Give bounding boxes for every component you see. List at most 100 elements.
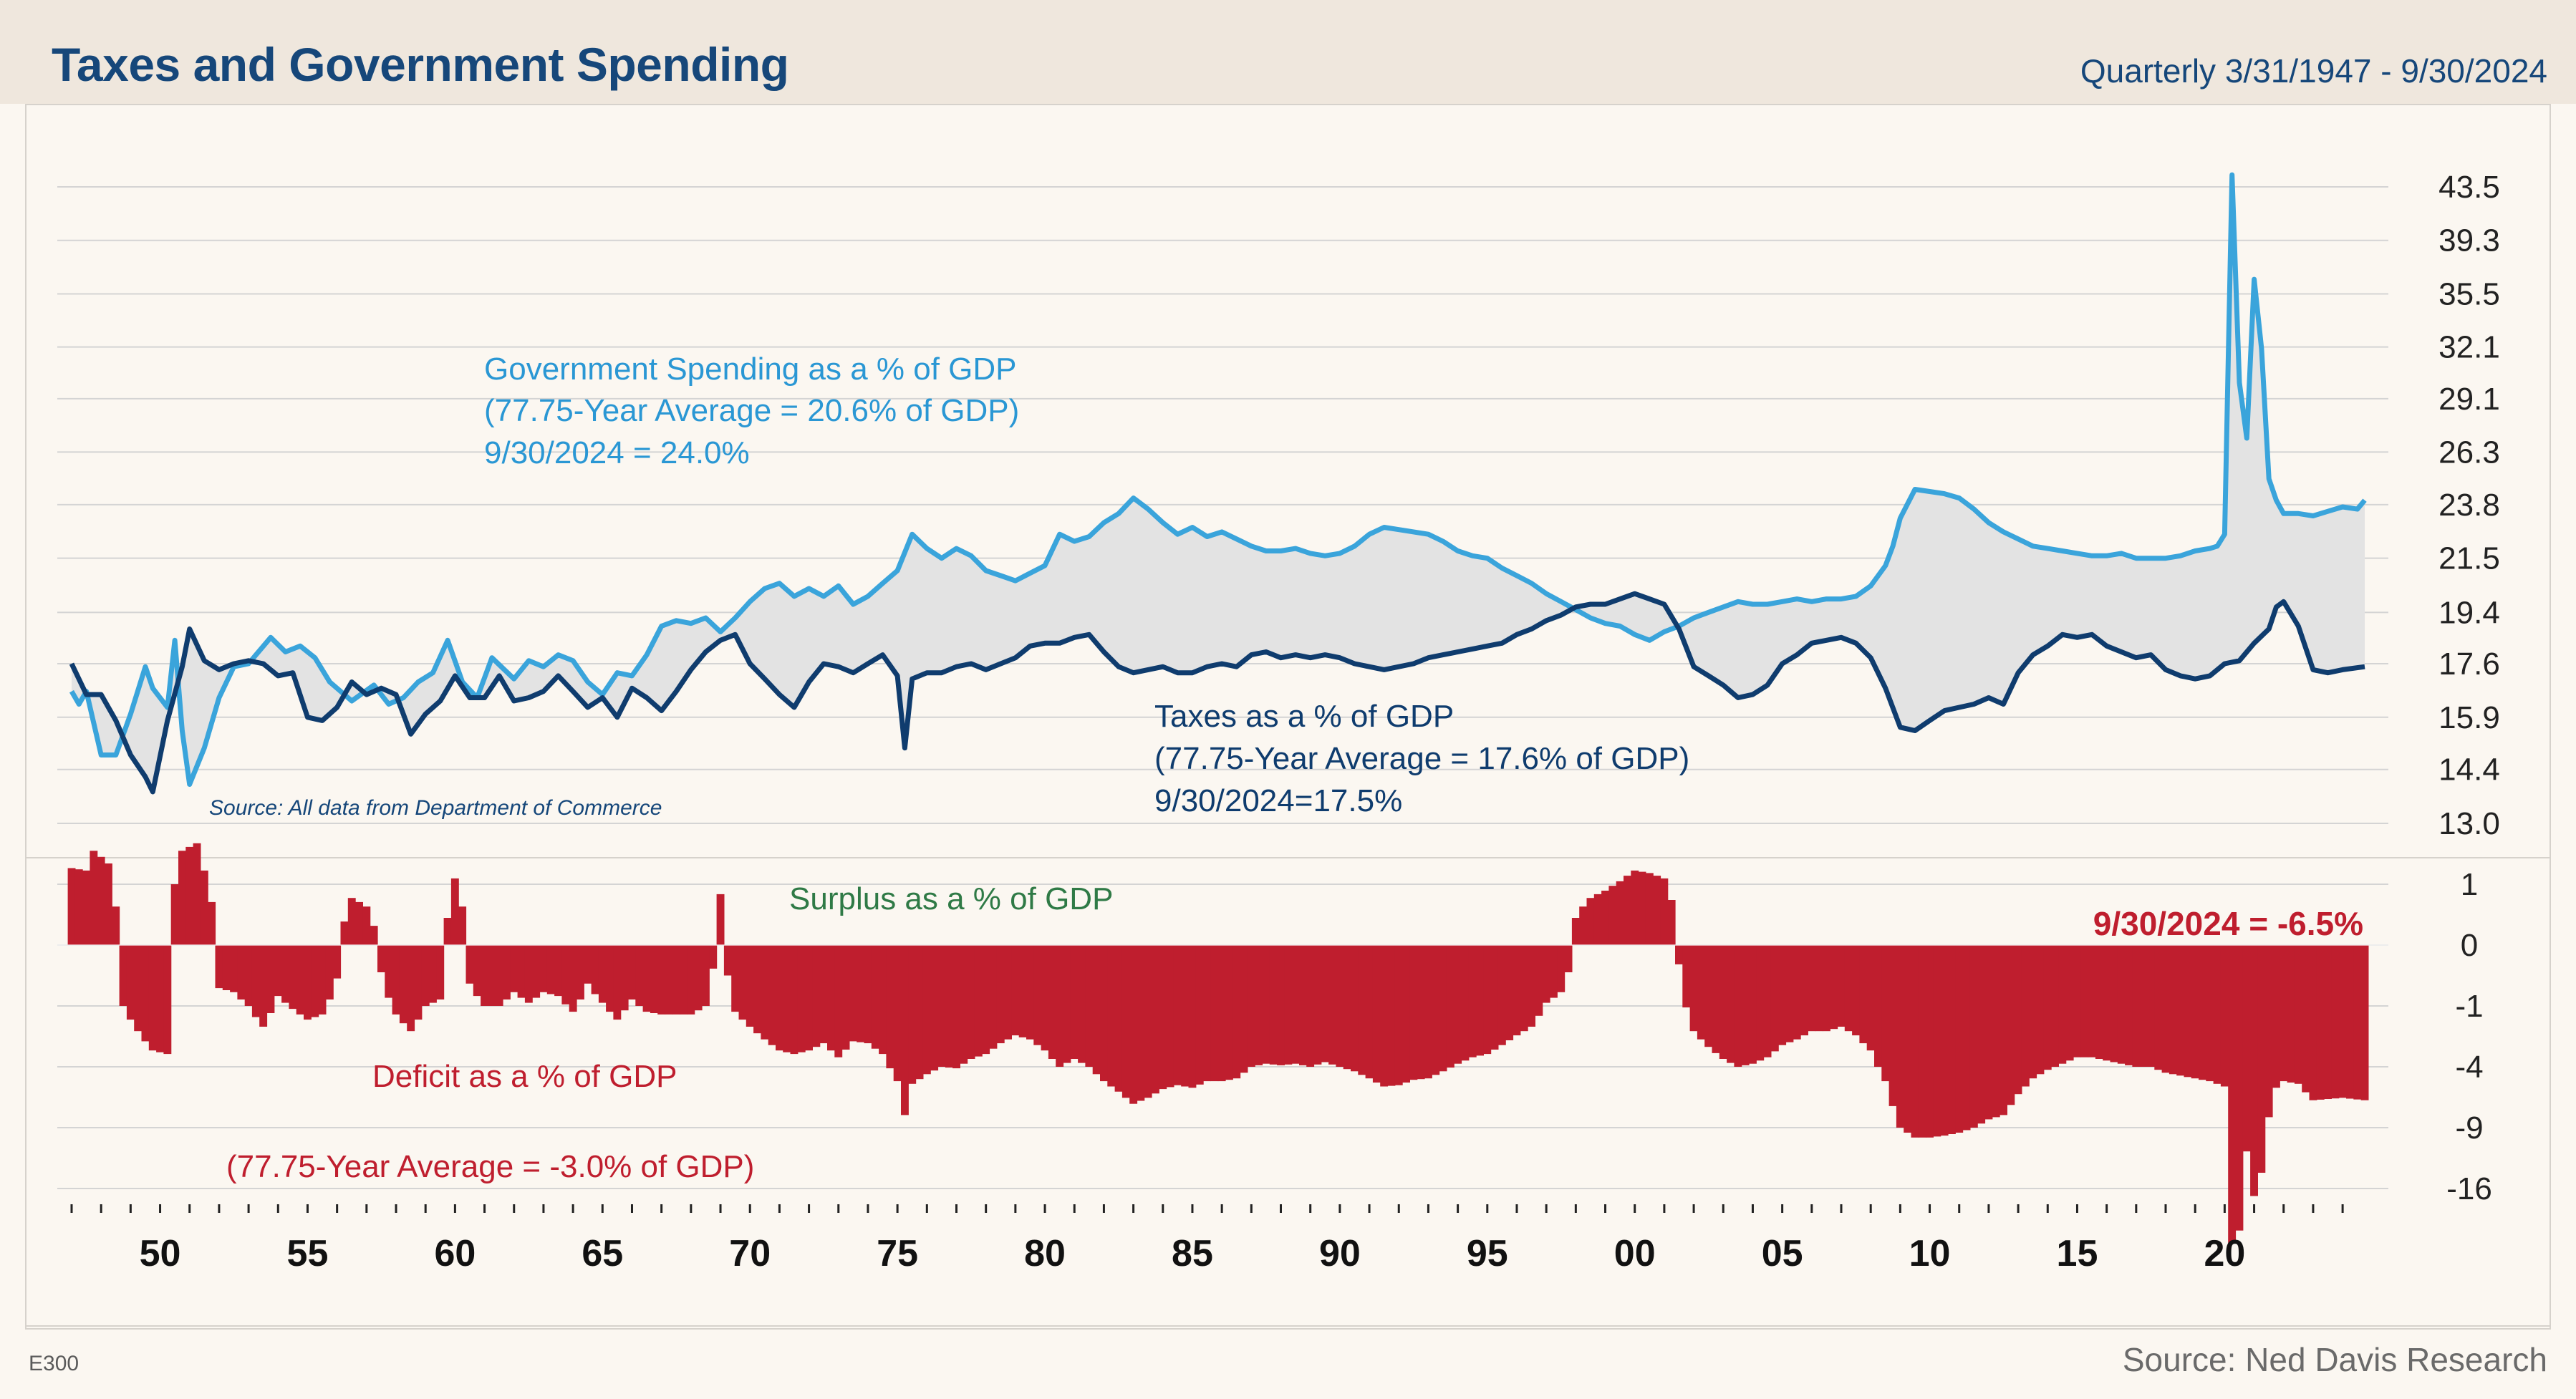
surplus-bar	[67, 868, 76, 945]
surplus-bar	[443, 918, 452, 945]
y-tick-label: -9	[2455, 1110, 2483, 1146]
deficit-bar	[606, 945, 614, 1012]
series-lines	[69, 172, 2367, 795]
deficit-bar	[251, 945, 260, 1017]
deficit-bar	[1955, 945, 1964, 1133]
surplus-bar	[193, 843, 201, 945]
taxes-annotation-1: Taxes as a % of GDP	[1154, 699, 1454, 734]
deficit-bar	[628, 945, 636, 999]
deficit-bars	[57, 843, 2388, 1244]
chart-code: E300	[29, 1352, 79, 1375]
deficit-bar	[834, 945, 843, 1057]
deficit-bar	[819, 945, 828, 1044]
surplus-bar	[185, 846, 194, 945]
deficit-bar	[2199, 945, 2206, 1080]
y-tick-label: -1	[2455, 989, 2483, 1024]
deficit-bar	[908, 945, 917, 1084]
deficit-bar	[2302, 945, 2310, 1093]
deficit-bar	[805, 945, 813, 1051]
deficit-bar	[237, 945, 246, 999]
deficit-bar	[1785, 945, 1794, 1042]
deficit-bar	[2051, 945, 2059, 1067]
deficit-bar	[2360, 945, 2369, 1100]
deficit-bar	[1704, 945, 1713, 1047]
deficit-bar	[1815, 945, 1823, 1032]
deficit-bar	[1719, 945, 1727, 1059]
deficit-bar	[539, 945, 548, 992]
deficit-bar	[2073, 945, 2081, 1057]
deficit-bar	[2346, 945, 2354, 1099]
deficit-bar	[952, 945, 960, 1069]
surplus-bar	[1616, 881, 1624, 945]
deficit-bar	[1520, 945, 1528, 1032]
deficit-bar	[1188, 945, 1197, 1088]
deficit-bar	[1984, 945, 1993, 1120]
surplus-bar	[355, 901, 363, 945]
x-tick-label: 95	[1467, 1233, 1508, 1274]
deficit-bar	[2250, 945, 2258, 1196]
deficit-bar	[731, 945, 740, 1012]
deficit-bar	[1121, 945, 1130, 1098]
deficit-bar	[1513, 945, 1521, 1036]
deficit-bar	[1476, 945, 1484, 1056]
deficit-bar	[1026, 945, 1034, 1040]
deficit-bar	[1181, 945, 1190, 1087]
surplus-bar	[1660, 878, 1669, 945]
deficit-bar	[141, 945, 150, 1042]
deficit-bar	[414, 945, 423, 1020]
deficit-bar	[392, 945, 400, 1015]
taxes-annotation-2: (77.75-Year Average = 17.6% of GDP)	[1154, 741, 1689, 776]
deficit-bar	[709, 945, 718, 969]
surplus-bar	[112, 906, 120, 945]
deficit-bar	[230, 945, 238, 992]
deficit-bar	[1284, 945, 1293, 1065]
deficit-bar	[591, 945, 599, 994]
x-tick-label: 80	[1024, 1233, 1066, 1274]
surplus-bar	[1601, 891, 1609, 945]
deficit-bar	[960, 945, 968, 1064]
y-tick-label: 1	[2461, 867, 2478, 902]
deficit-bar	[2132, 945, 2141, 1067]
deficit-bar	[1461, 945, 1470, 1061]
deficit-bar	[244, 945, 253, 1006]
deficit-bar	[1018, 945, 1027, 1037]
deficit-bar	[1402, 945, 1410, 1083]
deficit-bar	[577, 945, 584, 999]
deficit-bar	[790, 945, 799, 1055]
deficit-bar	[937, 945, 946, 1067]
deficit-bar	[1837, 945, 1846, 1027]
taxes-annotation-3: 9/30/2024=17.5%	[1154, 783, 1402, 818]
deficit-bar	[783, 945, 791, 1052]
y-tick-label: 19.4	[2438, 595, 2500, 630]
deficit-bar	[1100, 945, 1108, 1082]
deficit-bar	[2095, 945, 2103, 1059]
deficit-bar	[1159, 945, 1167, 1090]
deficit-bar	[1107, 945, 1116, 1087]
x-tick-label: 10	[1909, 1233, 1951, 1274]
spending-annotation-1: Government Spending as a % of GDP	[484, 352, 1017, 387]
deficit-bar	[1823, 945, 1830, 1032]
deficit-bar	[1962, 945, 1971, 1131]
deficit-bar	[1306, 945, 1315, 1067]
deficit-bar	[1195, 945, 1204, 1085]
deficit-bar	[1321, 945, 1329, 1062]
deficit-bar	[2287, 945, 2295, 1083]
deficit-bar	[1129, 945, 1138, 1104]
surplus-bar	[1667, 900, 1676, 945]
deficit-bar	[561, 945, 570, 1005]
surplus-bar	[370, 926, 378, 945]
deficit-bar	[546, 945, 555, 994]
x-tick-label: 55	[287, 1233, 329, 1274]
deficit-bar	[982, 945, 990, 1055]
surplus-bar	[1586, 898, 1595, 945]
surplus-bar	[97, 856, 105, 945]
taxes-line	[69, 591, 2365, 795]
deficit-bar	[1166, 945, 1174, 1088]
deficit-bar	[1092, 945, 1101, 1075]
surplus-bar	[90, 851, 98, 945]
deficit-bar	[1911, 945, 1919, 1138]
deficit-bar	[1535, 945, 1543, 1016]
deficit-bar	[620, 945, 629, 1011]
deficit-bar	[488, 945, 496, 1006]
